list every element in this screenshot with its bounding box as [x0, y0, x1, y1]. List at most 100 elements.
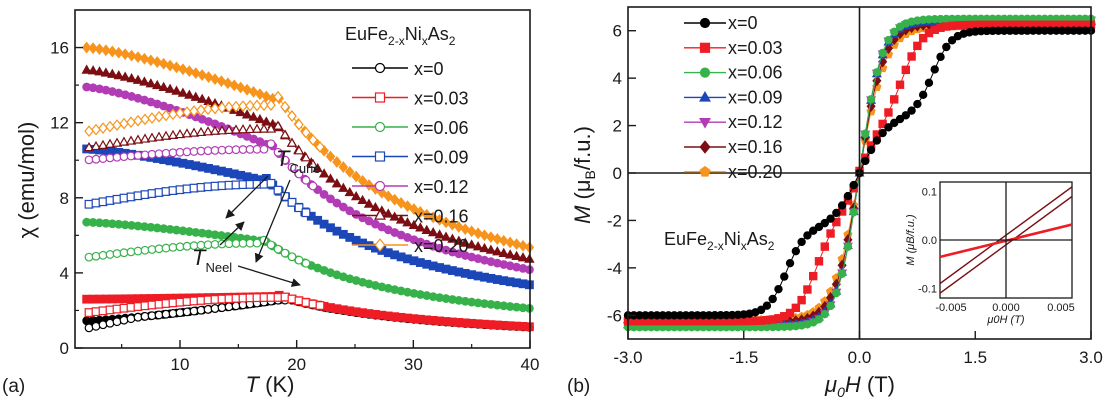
a-point-zfc: [287, 252, 297, 262]
b-point: [803, 285, 812, 294]
a-point-fc: [402, 217, 413, 227]
a-point-zfc: [294, 169, 304, 179]
a-point-fc: [447, 233, 458, 243]
b-point: [820, 242, 829, 251]
a-point-fc: [492, 233, 503, 245]
a-point-zfc: [111, 137, 123, 147]
b-point: [861, 156, 870, 166]
a-point-zfc: [153, 131, 165, 141]
b-legend-marker: [699, 165, 711, 177]
a-point-zfc: [189, 306, 199, 316]
b-point: [895, 80, 905, 89]
b-point: [872, 136, 882, 145]
a-legend-marker: [374, 151, 386, 162]
a-point-zfc: [279, 129, 291, 139]
a-point-fc: [460, 237, 471, 247]
a-point-fc: [197, 69, 207, 81]
a-point-zfc: [252, 99, 262, 112]
a-point-fc: [196, 93, 208, 103]
a-point-zfc: [188, 127, 200, 137]
a-point-fc: [113, 46, 124, 59]
a-point-fc: [453, 235, 465, 245]
b-legend-marker: [699, 67, 711, 78]
a-point-zfc: [105, 250, 115, 259]
a-point-zfc: [146, 132, 158, 142]
a-point-fc: [94, 43, 105, 56]
a-point-zfc: [140, 245, 150, 255]
a-point-fc: [345, 206, 355, 216]
panel-a-data-layer: [81, 41, 535, 333]
b-xtick-label: -1.5: [729, 348, 758, 367]
a-legend-marker: [374, 180, 386, 192]
b-point: [907, 106, 916, 115]
b-point: [762, 301, 772, 310]
a-point-fc: [152, 56, 163, 68]
b-xtick-label: 3.0: [1079, 348, 1103, 367]
a-point-fc: [518, 239, 528, 252]
inset-ytick-label: 0.1: [922, 187, 937, 199]
b-ytick-label: -4: [607, 259, 622, 278]
a-point-zfc: [182, 106, 192, 118]
a-point-fc: [94, 66, 105, 76]
a-point-zfc: [119, 248, 129, 258]
panel-b-label: (b): [567, 376, 590, 397]
a-point-zfc: [161, 309, 171, 319]
inset-ytick-label: -0.1: [918, 283, 937, 295]
a-point-fc: [325, 150, 336, 163]
a-point-zfc: [224, 101, 234, 114]
b-point: [866, 95, 876, 104]
a-point-zfc: [105, 120, 115, 133]
a-point-zfc: [287, 162, 297, 172]
a-point-zfc: [287, 197, 297, 207]
a-point-fc: [338, 202, 348, 212]
a-point-fc: [203, 71, 214, 83]
a-point-fc: [408, 219, 420, 229]
a-point-zfc: [293, 145, 305, 155]
a-ytick-label: 0: [60, 339, 69, 358]
a-point-fc: [498, 247, 509, 257]
a-point-fc: [363, 198, 375, 208]
a-arrow-neel-1: [219, 221, 245, 246]
a-point-zfc: [237, 124, 249, 134]
a-point-fc: [331, 178, 343, 188]
a-point-fc: [248, 111, 259, 121]
a-point-fc: [505, 236, 515, 249]
a-point-fc: [427, 227, 439, 237]
a-point-zfc: [112, 317, 122, 327]
annotation-tcurie: TCurie: [276, 146, 321, 176]
a-point-zfc: [154, 310, 164, 320]
a-point-zfc: [273, 90, 283, 103]
b-legend-marker: [699, 140, 711, 154]
a-point-zfc: [209, 125, 221, 135]
a-point-zfc: [160, 130, 172, 140]
b-ytick-label: 2: [613, 117, 622, 136]
a-point-zfc: [140, 113, 150, 126]
a-point-zfc: [217, 303, 227, 313]
a-series-x=0.12: [82, 82, 534, 274]
b-point: [785, 258, 795, 268]
a-point-zfc: [133, 246, 143, 256]
a-point-zfc: [238, 100, 248, 113]
a-point-zfc: [202, 126, 214, 136]
a-point-zfc: [203, 103, 213, 116]
a-point-zfc: [251, 123, 263, 133]
a-point-fc: [133, 51, 143, 64]
a-point-fc: [241, 109, 253, 119]
b-xtick-label: 0.0: [848, 348, 872, 367]
b-legend-label: x=0.12: [728, 112, 783, 132]
a-point-fc: [511, 238, 522, 251]
panel-a-legend-title: EuFe2-xNixAs2: [345, 24, 456, 48]
b-point: [791, 246, 801, 256]
a-point-zfc: [266, 139, 276, 149]
a-point-zfc: [181, 128, 193, 138]
a-point-zfc: [98, 250, 108, 260]
b-point: [809, 226, 818, 235]
b-point: [837, 201, 847, 210]
a-point-fc: [254, 113, 266, 124]
b-point: [814, 315, 824, 324]
a-ytick-label: 8: [60, 189, 69, 208]
b-point: [849, 180, 858, 190]
a-point-zfc: [231, 100, 241, 113]
a-series-x=0.20: [81, 41, 535, 254]
a-point-fc: [370, 201, 381, 212]
